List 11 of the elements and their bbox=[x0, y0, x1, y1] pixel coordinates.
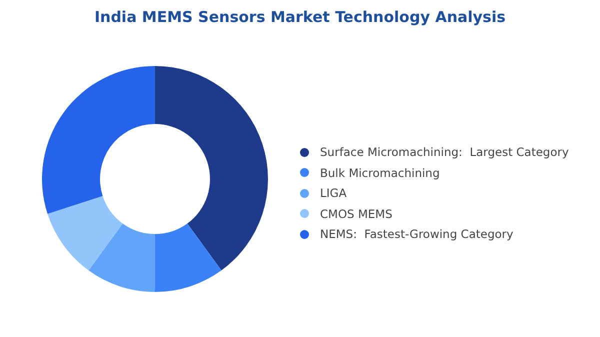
legend-label: Bulk Micromachining bbox=[320, 166, 440, 180]
donut-slice bbox=[155, 223, 222, 292]
donut-slice bbox=[88, 223, 155, 292]
donut-slice bbox=[48, 196, 123, 270]
donut-slice bbox=[155, 66, 268, 270]
legend-label: CMOS MEMS bbox=[320, 206, 392, 221]
legend-label: LIGA bbox=[320, 186, 347, 200]
donut-slice bbox=[42, 66, 155, 214]
legend-label: Surface Micromachining: Largest Category bbox=[320, 145, 569, 160]
chart-title: India MEMS Sensors Market Technology Analysis bbox=[93, 8, 507, 26]
legend-label: NEMS: Fastest-Growing Category bbox=[320, 227, 514, 242]
